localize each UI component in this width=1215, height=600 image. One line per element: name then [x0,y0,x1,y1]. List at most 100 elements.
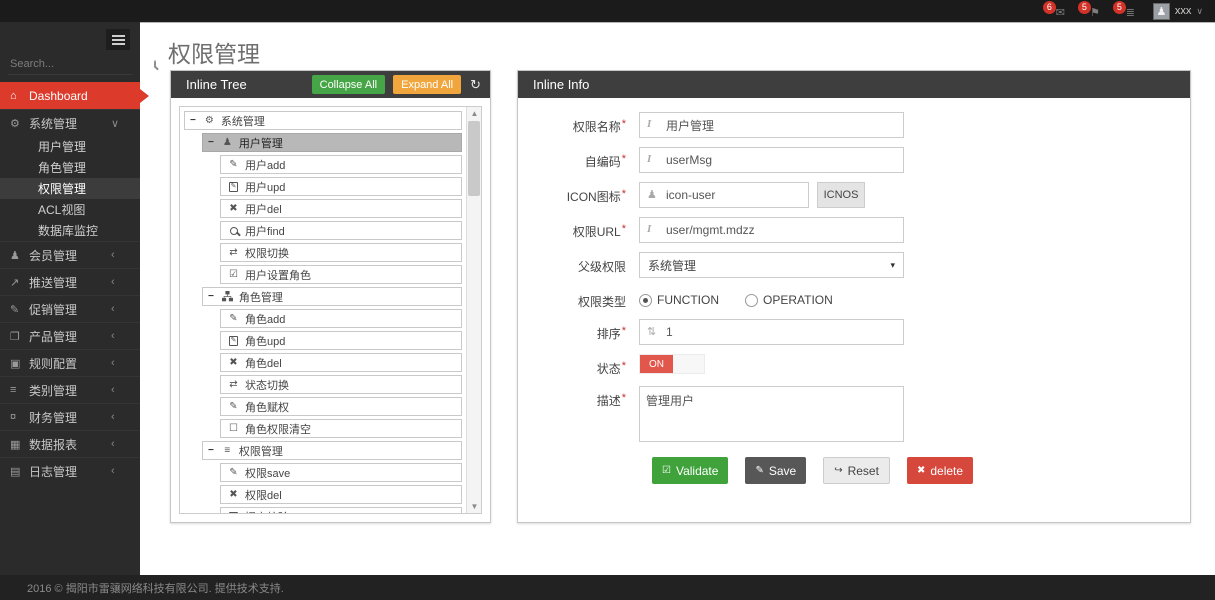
main-content: 权限管理 Inline Tree Collapse All Expand All… [140,22,1215,575]
collapse-node-icon[interactable]: − [208,137,214,148]
collapse-node-icon[interactable]: − [208,291,214,302]
tree-node-角色赋权[interactable]: ✎ 角色赋权 [220,397,462,416]
sidebar-item-产品管理[interactable]: ❐ 产品管理 ‹ [0,322,140,349]
form-row-排序: 排序* ⇅ [518,319,1190,345]
sidebar-item-数据报表[interactable]: ▦ 数据报表 ‹ [0,430,140,457]
sidebar-item-财务管理[interactable]: ¤ 财务管理 ‹ [0,403,140,430]
sidebar-toggle-button[interactable] [106,29,130,50]
tree-node-label: 用户upd [245,181,286,194]
scroll-up-icon[interactable]: ▲ [470,109,479,118]
tree-node-用户find[interactable]: 用户find [220,221,462,240]
tree-scrollbar[interactable]: ▲ ▼ [466,107,481,513]
tree-node-角色del[interactable]: ✖ 角色del [220,353,462,372]
tree-node-权限切换[interactable]: ⇄ 权限切换 [220,243,462,262]
sidebar-subitem-权限管理[interactable]: 权限管理 [0,178,140,199]
angle-left-icon: ‹ [111,438,115,450]
tree-node-用户add[interactable]: ✎ 用户add [220,155,462,174]
描述-textarea[interactable] [639,386,904,442]
tasks-icon: ≣ [1125,7,1135,19]
collapse-node-icon[interactable]: − [190,115,196,126]
home-icon: ⌂ [10,90,17,102]
square-icon: ☐ [229,423,238,434]
tree-node-权限管理[interactable]: − ≡ 权限管理 [202,441,462,460]
tree-node-label: 权限切换 [245,247,289,260]
user-name: xxx [1174,5,1192,17]
inline-info-title: Inline Info [533,77,590,92]
sidebar-item-类别管理[interactable]: ≡ 类别管理 ‹ [0,376,140,403]
排序-input[interactable] [639,319,904,345]
权限名称-input[interactable] [639,112,904,138]
tree-node-提交校验[interactable]: ✎ 提交校验 [220,507,462,513]
field-label: 状态* [596,360,626,376]
expand-all-button[interactable]: Expand All [393,75,462,94]
sidebar-item-推送管理[interactable]: ↗ 推送管理 ‹ [0,268,140,295]
select-value: 系统管理 [648,258,697,273]
validate-button[interactable]: ☑ Validate [652,457,729,484]
reset-button[interactable]: ↪ Reset [823,457,890,484]
tree-node-角色权限清空[interactable]: ☐ 角色权限清空 [220,419,462,438]
sidebar-item-系统管理[interactable]: ⚙ 系统管理 ∨ [0,109,140,136]
自编码-input[interactable] [639,147,904,173]
radio-option-OPERATION[interactable]: OPERATION [745,293,833,307]
tree-node-用户设置角色[interactable]: ☑ 用户设置角色 [220,265,462,284]
check-square-icon: ☑ [229,269,238,280]
tree-node-用户upd[interactable]: ✎ 用户upd [220,177,462,196]
radio-circle[interactable] [745,293,758,307]
calendar-icon: ▤ [10,465,21,478]
angle-left-icon: ‹ [111,357,115,369]
权限URL-input[interactable] [639,217,904,243]
form-row-父级权限: 父级权限 系统管理 ▾ [518,252,1190,278]
sidebar-item-日志管理[interactable]: ▤ 日志管理 ‹ [0,457,140,484]
tree-node-用户管理[interactable]: − ♟ 用户管理 [202,133,462,152]
sidebar-item-label: 促销管理 [29,302,78,317]
父级权限-select[interactable]: 系统管理 ▾ [639,252,904,278]
topbar-indicator-tasks[interactable]: ≣ 5 [1112,1,1135,19]
tree-node-权限del[interactable]: ✖ 权限del [220,485,462,504]
tree-node-用户del[interactable]: ✖ 用户del [220,199,462,218]
reset-icon: ↪ [834,465,843,476]
sidebar-item-Dashboard[interactable]: ⌂ Dashboard [0,82,149,109]
edit-icon: ✎ [228,181,239,192]
field-label: 权限名称* [572,118,626,134]
scroll-down-icon[interactable]: ▼ [470,502,479,511]
sidebar-item-促销管理[interactable]: ✎ 促销管理 ‹ [0,295,140,322]
search-input[interactable] [8,58,154,70]
collapse-node-icon[interactable]: − [208,445,214,456]
tree-node-权限save[interactable]: ✎ 权限save [220,463,462,482]
sidebar-subitem-用户管理[interactable]: 用户管理 [38,140,87,154]
required-asterisk: * [621,153,626,165]
delete-button[interactable]: ✖ delete [906,457,974,484]
status-toggle[interactable]: ON [639,354,705,374]
notification-badge: 6 [1042,1,1056,14]
sidebar-item-会员管理[interactable]: ♟ 会员管理 ‹ [0,241,140,268]
collapse-all-button[interactable]: Collapse All [311,75,386,94]
sidebar-item-规则配置[interactable]: ▣ 规则配置 ‹ [0,349,140,376]
angle-left-icon: ‹ [111,465,115,477]
topbar-indicator-flag[interactable]: ⚑ 5 [1077,1,1100,19]
radio-circle[interactable] [639,293,652,307]
form-buttons: ☑ Validate ✎ Save ↪ Reset ✖ delete [652,457,1190,484]
scrollbar-thumb[interactable] [468,121,480,196]
tree-node-角色管理[interactable]: − 角色管理 [202,287,462,306]
angle-left-icon: ‹ [111,276,115,288]
radio-label: FUNCTION [657,293,719,307]
tree-node-label: 用户find [245,225,285,238]
tree-node-角色upd[interactable]: ✎ 角色upd [220,331,462,350]
tree-node-角色add[interactable]: ✎ 角色add [220,309,462,328]
radio-option-FUNCTION[interactable]: FUNCTION [639,293,719,307]
tree-node-系统管理[interactable]: − ⚙ 系统管理 [184,111,462,130]
topbar-indicator-envelope[interactable]: ✉ 6 [1042,1,1065,19]
icons-picker-button[interactable]: ICNOS [817,182,865,208]
refresh-icon[interactable]: ↻ [470,76,481,92]
sidebar-subitem-角色管理[interactable]: 角色管理 [38,161,87,175]
tree-node-label: 用户设置角色 [245,269,311,282]
tree-node-label: 权限del [245,489,282,502]
sidebar-item-label: 推送管理 [29,275,78,290]
save-button[interactable]: ✎ Save [745,457,807,484]
user-menu[interactable]: ♟ xxx ∨ [1152,2,1203,20]
ICON图标-input[interactable] [639,182,809,208]
tree-node-状态切换[interactable]: ⇄ 状态切换 [220,375,462,394]
sidebar-subitem-数据库监控[interactable]: 数据库监控 [38,224,99,238]
sidebar-subitem-ACL视图[interactable]: ACL视图 [38,203,86,217]
